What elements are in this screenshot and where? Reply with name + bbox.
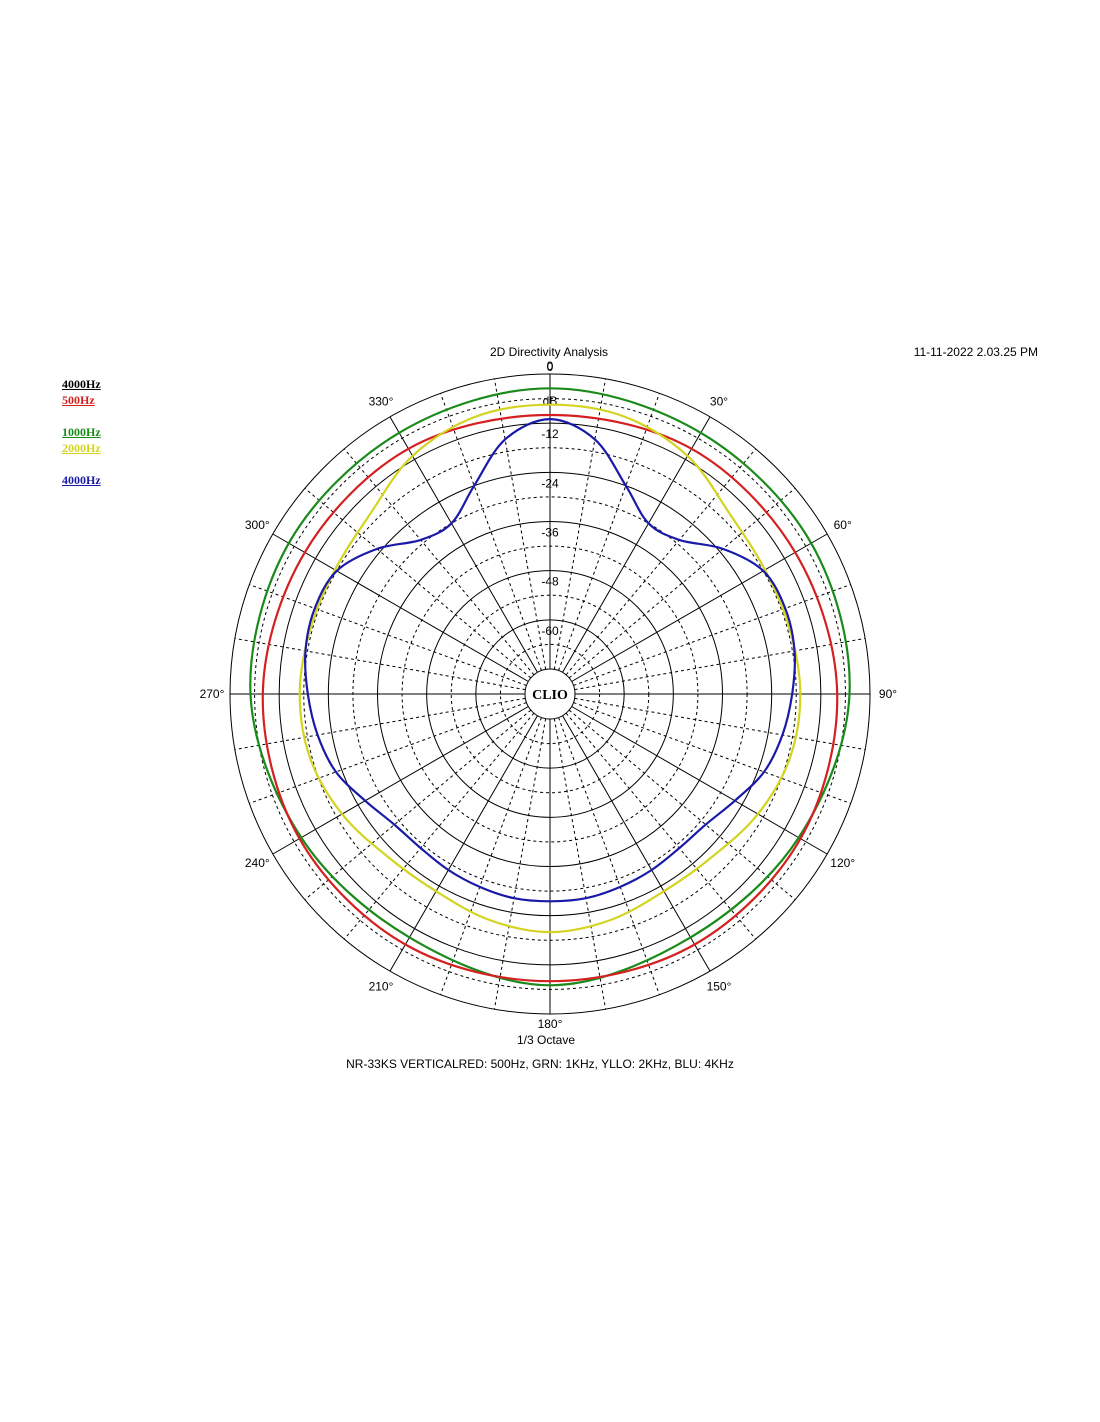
grid-spoke-minor <box>493 378 547 670</box>
grid-spoke-minor <box>574 637 866 691</box>
angle-tick-label: 60° <box>834 518 852 532</box>
grid-spoke-minor <box>343 712 535 940</box>
angle-tick-label: 0 <box>547 359 554 373</box>
smoothing-label: 1/3 Octave <box>517 1033 575 1047</box>
legend-entry: 4000Hz <box>62 377 101 391</box>
radial-tick-label: -36 <box>541 526 559 540</box>
grid-spoke-minor <box>234 697 526 751</box>
grid-spoke-minor <box>440 717 542 995</box>
polar-tick-labels: 0 30° 60° 90° 120° 150° 180° 210° 240° 270° 300° 33… <box>200 359 898 1031</box>
angle-tick-label: 180° <box>538 1017 563 1031</box>
grid-spoke-minor <box>343 448 535 676</box>
series-line <box>261 413 839 983</box>
grid-spoke-minor <box>573 702 851 804</box>
grid-spoke <box>389 715 538 972</box>
legend-entry: 500Hz <box>62 393 95 407</box>
grid-spoke-minor <box>574 697 866 751</box>
grid-spoke-minor <box>249 702 527 804</box>
legend: 4000Hz 500Hz 1000Hz 2000Hz 4000Hz <box>62 376 101 488</box>
chart-caption: NR-33KS VERTICALRED: 500Hz, GRN: 1KHz, Y… <box>346 1057 734 1071</box>
grid-spoke-minor <box>565 448 757 676</box>
angle-tick-label: 240° <box>245 856 270 870</box>
angle-tick-label: 330° <box>369 394 394 408</box>
grid-spoke-minor <box>568 709 796 901</box>
legend-entry: 2000Hz <box>62 441 101 455</box>
grid-spoke-minor <box>304 487 532 679</box>
angle-tick-label: 90° <box>879 687 897 701</box>
timestamp: 11-11-2022 2.03.25 PM <box>914 345 1038 359</box>
chart-title: 2D Directivity Analysis <box>490 345 608 359</box>
grid-spoke-minor <box>304 709 532 901</box>
series-line <box>298 403 802 934</box>
grid-spoke <box>571 706 828 855</box>
grid-spoke-minor <box>558 393 660 671</box>
polar-grid <box>229 373 871 1015</box>
angle-tick-label: 150° <box>707 980 732 994</box>
grid-spoke-minor <box>553 718 607 1010</box>
grid-spoke <box>562 416 711 673</box>
clio-logo: CLIO <box>524 668 576 720</box>
radial-unit-label: dB <box>543 394 558 408</box>
grid-spoke-minor <box>493 718 547 1010</box>
radial-tick-label: -24 <box>541 476 559 490</box>
grid-spoke-minor <box>558 717 660 995</box>
angle-tick-label: 300° <box>245 518 270 532</box>
grid-spoke-minor <box>565 712 757 940</box>
grid-spoke <box>272 533 529 682</box>
clio-logo-text: CLIO <box>532 688 568 703</box>
angle-tick-label: 120° <box>830 856 855 870</box>
polar-series <box>249 387 851 987</box>
grid-spoke-minor <box>234 637 526 691</box>
grid-spoke-minor <box>553 378 607 670</box>
legend-entry: 1000Hz <box>62 425 101 439</box>
radial-tick-label: -60 <box>541 624 559 638</box>
angle-tick-label: 210° <box>369 980 394 994</box>
series-line <box>303 417 797 903</box>
grid-spoke-minor <box>568 487 796 679</box>
grid-spoke <box>389 416 538 673</box>
grid-spoke-minor <box>573 584 851 686</box>
grid-spoke-minor <box>249 584 527 686</box>
grid-spoke <box>562 715 711 972</box>
grid-spoke <box>571 533 828 682</box>
grid-spoke <box>272 706 529 855</box>
radial-tick-label: -12 <box>541 427 559 441</box>
grid-spoke-minor <box>440 393 542 671</box>
radial-tick-label: 0 <box>547 360 554 374</box>
legend-entry: 4000Hz <box>62 473 101 487</box>
angle-tick-label: 30° <box>710 394 728 408</box>
series-line <box>249 387 851 987</box>
radial-tick-label: -48 <box>541 575 559 589</box>
angle-tick-label: 270° <box>200 687 225 701</box>
